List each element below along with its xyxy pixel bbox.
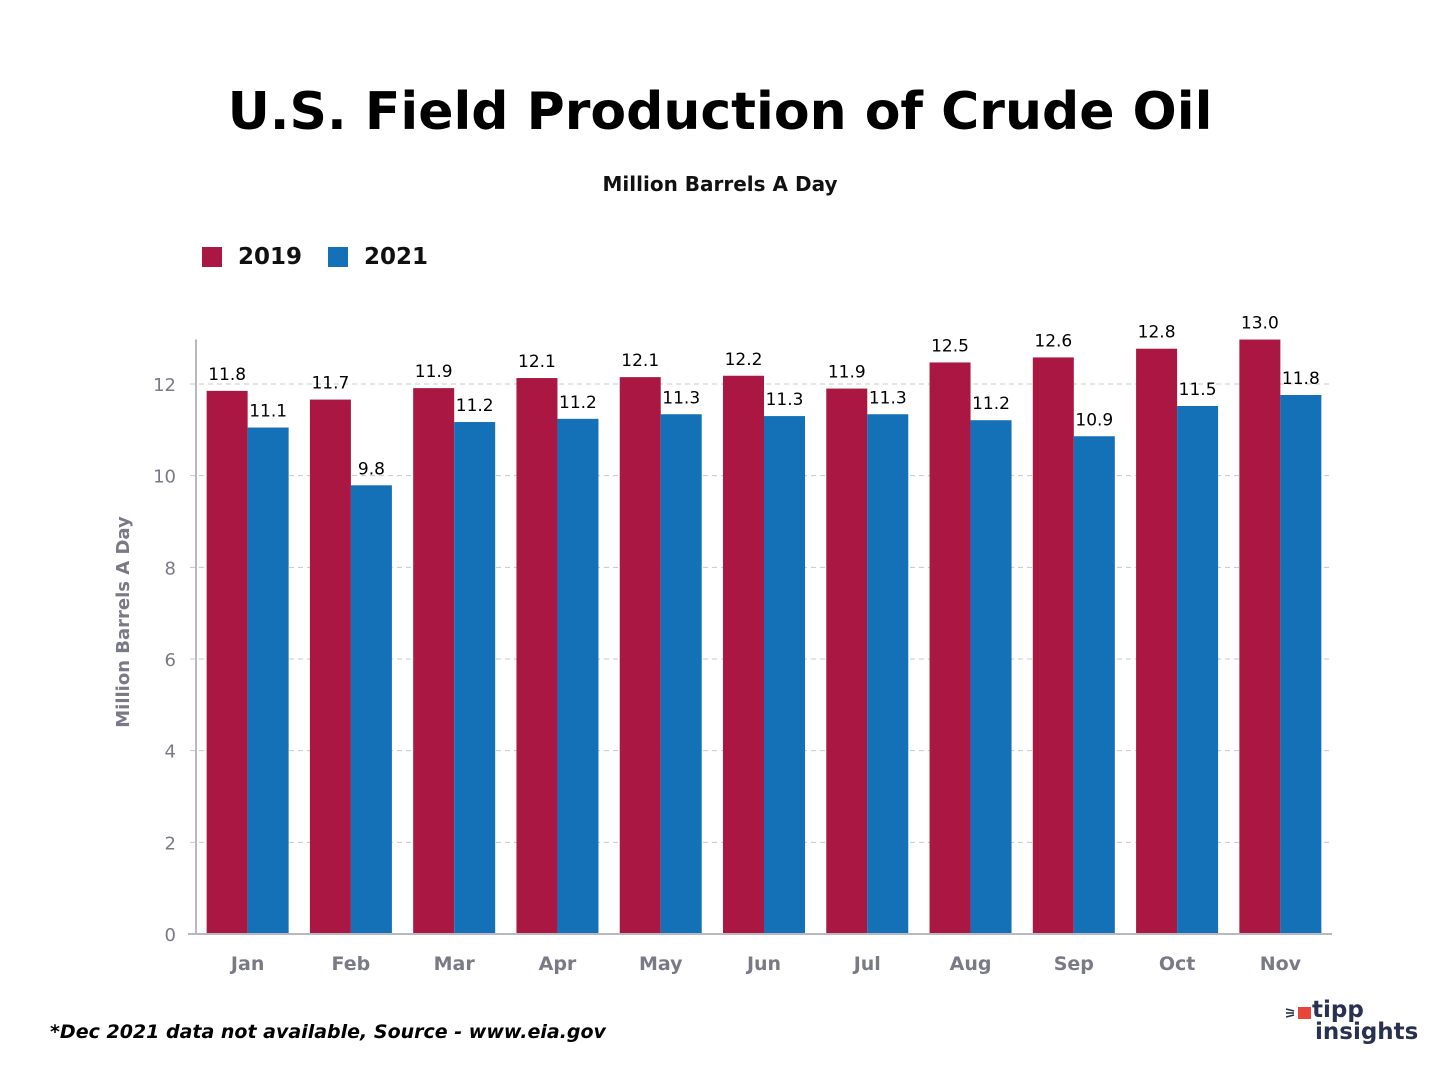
bar-2021-Sep[interactable] [1073,436,1115,934]
bar-2019-Jul[interactable] [826,388,868,934]
data-label-2019-Feb: 11.7 [311,374,349,394]
logo-text-tipp: tipp [1312,997,1364,1023]
legend: 2019 2021 [202,244,454,270]
data-label-2021-Feb: 9.8 [358,459,385,479]
y-tick-label: 8 [165,558,176,579]
bar-2021-Jun[interactable] [764,416,805,934]
y-tick-label: 2 [165,833,176,854]
bar-2019-Aug[interactable] [929,362,971,934]
chart-title: U.S. Field Production of Crude Oil [227,82,1213,142]
legend-swatch-2021 [328,247,349,267]
x-tick-label: Jun [745,953,781,975]
chart-subtitle: Million Barrels A Day [602,172,838,196]
bars [206,339,1322,935]
data-label-2019-Oct: 12.8 [1138,323,1176,343]
bar-2021-Apr[interactable] [557,418,599,934]
bar-2019-Oct[interactable] [1136,348,1178,934]
bar-2019-Jan[interactable] [206,390,248,934]
x-tick-label: Feb [332,953,371,975]
bar-2019-Apr[interactable] [516,378,558,935]
data-label-2021-Jul: 11.3 [869,388,907,408]
data-label-2019-Jul: 11.9 [828,363,866,383]
data-label-2021-Aug: 11.2 [972,394,1010,414]
logo-flag-icon [1298,1007,1311,1019]
bar-2019-Jun[interactable] [723,375,764,934]
bar-2021-Aug[interactable] [970,420,1012,934]
x-tick-label: May [639,953,683,975]
data-label-2021-Oct: 11.5 [1179,380,1217,400]
data-label-2021-May: 11.3 [662,388,700,408]
data-label-2021-Apr: 11.2 [559,393,597,413]
legend-label-2021: 2021 [364,244,429,270]
bar-2021-Mar[interactable] [454,422,496,934]
bar-2019-Nov[interactable] [1239,339,1281,935]
data-label-2019-Jan: 11.8 [208,365,246,385]
data-label-2021-Mar: 11.2 [456,396,494,416]
data-label-2019-Jun: 12.2 [725,350,763,370]
bar-2021-Oct[interactable] [1177,406,1219,934]
x-tick-label: Jul [852,953,881,975]
bar-chart: 11.811.111.79.811.911.212.111.212.111.31… [113,314,1332,975]
data-label-2021-Nov: 11.8 [1282,369,1320,389]
y-axis-label: Million Barrels A Day [113,516,134,728]
bar-2019-Feb[interactable] [309,399,351,934]
data-label-2019-Nov: 13.0 [1241,314,1279,334]
legend-swatch-2019 [202,247,222,267]
y-axis-ticks: 0 2 4 6 8 10 12 [153,375,176,946]
footnote: *Dec 2021 data not available, Source - w… [50,1021,606,1043]
bar-2019-Sep[interactable] [1032,357,1074,935]
tipp-insights-logo: tipp insights [1284,999,1424,1049]
legend-label-2019: 2019 [238,244,303,270]
y-tick-label: 6 [165,650,176,671]
x-tick-label: Sep [1054,953,1094,975]
data-label-2019-Aug: 12.5 [931,336,969,356]
bar-2021-Jul[interactable] [867,414,909,934]
bar-2021-Nov[interactable] [1280,395,1322,934]
x-tick-label: Oct [1159,953,1196,975]
logo-signal-icon [1285,1008,1295,1018]
y-tick-label: 0 [165,925,176,946]
bar-2019-May[interactable] [619,377,661,934]
y-tick-label: 4 [165,742,176,763]
logo-text-insights: insights [1315,1019,1419,1045]
legend-item-2019[interactable]: 2019 [202,244,302,270]
x-tick-label: Mar [434,953,476,975]
x-tick-label: Aug [950,953,992,975]
y-tick-label: 12 [153,375,176,396]
bar-2021-May[interactable] [660,414,702,934]
y-tick-label: 10 [153,467,176,488]
bar-2021-Jan[interactable] [247,427,289,934]
data-labels: 11.811.111.79.811.911.212.111.212.111.31… [208,314,1320,480]
bar-2019-Mar[interactable] [413,388,455,934]
x-tick-label: Apr [539,953,577,975]
data-label-2021-Jan: 11.1 [249,402,287,422]
data-label-2019-Mar: 11.9 [415,362,453,382]
data-label-2019-Apr: 12.1 [518,352,556,372]
bar-2021-Feb[interactable] [350,485,392,934]
data-label-2019-May: 12.1 [621,351,659,371]
data-label-2021-Sep: 10.9 [1075,410,1113,430]
x-tick-label: Jan [229,953,264,975]
data-label-2021-Jun: 11.3 [766,390,804,410]
x-tick-label: Nov [1260,953,1302,975]
data-label-2019-Sep: 12.6 [1034,331,1072,351]
x-axis-ticks: Jan Feb Mar Apr May Jun Jul Aug Sep Oct Nov [229,953,1302,975]
legend-item-2021[interactable]: 2021 [328,244,428,270]
